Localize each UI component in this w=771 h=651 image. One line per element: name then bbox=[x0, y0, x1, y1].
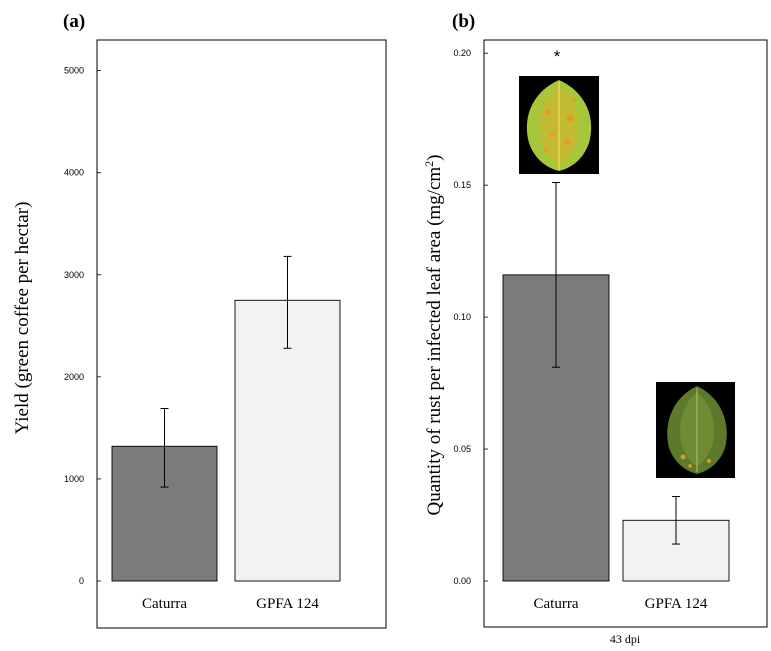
panel-b-y-axis-title: Quantity of rust per infected leaf area … bbox=[422, 154, 445, 515]
panel-a-category-label-caturra: Caturra bbox=[142, 596, 187, 612]
panel-b-y-tick-label: 0.20 bbox=[453, 48, 471, 58]
panel-a-category-labels: Caturra GPFA 124 bbox=[142, 596, 319, 612]
panel-a-plot-frame bbox=[96, 39, 387, 629]
panel-b-y-tick-label: 0.05 bbox=[453, 444, 471, 454]
panel-a-y-tick-label: 0 bbox=[79, 576, 84, 586]
panel-b-category-label-gpfa-124: GPFA 124 bbox=[645, 596, 708, 612]
panel-a-category-label-gpfa-124: GPFA 124 bbox=[256, 596, 319, 612]
panel-b-category-label-caturra: Caturra bbox=[534, 596, 579, 612]
panel-a-y-tick-label: 1000 bbox=[64, 474, 84, 484]
panel-b-y-axis-title-close: ) bbox=[424, 154, 445, 160]
panel-b-bars bbox=[502, 182, 730, 582]
panel-b-error-bar-caturra bbox=[552, 182, 560, 368]
panel-a: (a) 0 1000 2000 3000 4000 5000 Caturra GPFA 12… bbox=[12, 11, 387, 629]
panel-b-x-axis-label: 43 dpi bbox=[610, 632, 641, 646]
panel-b-y-tick-label: 0.15 bbox=[453, 180, 471, 190]
panel-b-y-tick-label: 0.10 bbox=[453, 312, 471, 322]
panel-b-y-axis-title-superscript: 2 bbox=[422, 161, 436, 167]
panel-b-y-ticks: 0.00 0.05 0.10 0.15 0.20 bbox=[453, 48, 488, 586]
panel-a-y-tick-label: 2000 bbox=[64, 372, 84, 382]
panel-a-label: (a) bbox=[63, 11, 85, 32]
panel-a-bars bbox=[111, 255, 341, 582]
panel-a-error-bar-caturra bbox=[160, 407, 169, 488]
caturra-leaf-image bbox=[519, 76, 599, 174]
panel-a-y-axis-title: Yield (green coffee per hectar) bbox=[12, 202, 33, 435]
panel-b-error-bar-gpfa-124 bbox=[672, 496, 680, 545]
panel-b-category-labels: Caturra GPFA 124 bbox=[534, 596, 708, 612]
gpfa-leaf-image bbox=[656, 382, 735, 478]
panel-a-y-tick-label: 3000 bbox=[64, 270, 84, 280]
panel-b-y-axis-title-main: Quantity of rust per infected leaf area … bbox=[424, 167, 445, 516]
panel-a-y-ticks: 0 1000 2000 3000 4000 5000 bbox=[64, 66, 101, 586]
significance-asterisk: * bbox=[554, 47, 561, 66]
panel-a-error-bar-gpfa-124 bbox=[283, 255, 292, 349]
panel-b-plot-frame bbox=[483, 39, 768, 628]
panel-a-y-tick-label: 5000 bbox=[64, 66, 84, 76]
panel-b: (b) 0.00 0.05 0.10 0.15 0.20 Caturra GPFA 124… bbox=[422, 11, 768, 646]
panel-b-y-tick-label: 0.00 bbox=[453, 576, 471, 586]
panel-a-y-tick-label: 4000 bbox=[64, 168, 84, 178]
panel-b-label: (b) bbox=[452, 11, 475, 32]
